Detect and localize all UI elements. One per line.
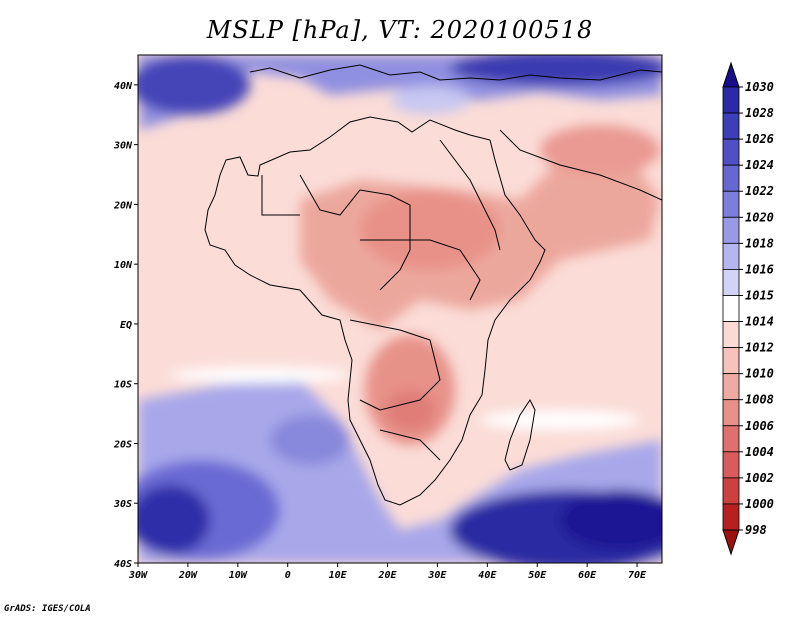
credit-text: GrADS: IGES/COLA: [4, 604, 91, 614]
map-frame: [137, 54, 663, 564]
colorbar-label: 1028: [745, 106, 774, 120]
colorbar-label: 1016: [745, 262, 774, 276]
y-tick-label: 20N: [113, 200, 133, 211]
colorbar-label: 1018: [745, 236, 774, 250]
map-title: MSLP [hPa], VT: 2020100518: [206, 16, 594, 44]
colorbar-label: 1000: [745, 497, 774, 511]
colorbar-swatch: [722, 373, 740, 401]
x-tick-label: 70E: [628, 570, 647, 581]
x-tick-label: 30E: [427, 570, 447, 581]
colorbar-swatch: [722, 295, 740, 322]
y-tick-label: EQ: [120, 320, 132, 331]
y-tick-label: 40N: [114, 81, 133, 92]
y-tick-label: 10S: [114, 380, 132, 391]
x-tick-label: 40E: [478, 570, 497, 581]
colorbar-swatch: [722, 164, 740, 192]
colorbar-label: 1026: [745, 132, 774, 146]
colorbar-top-arrow: [722, 61, 740, 88]
colorbar-swatch: [722, 477, 740, 505]
colorbar-swatch: [722, 112, 740, 140]
colorbar-swatch: [722, 242, 740, 270]
colorbar-swatch: [722, 425, 740, 453]
colorbar-label: 1030: [745, 80, 774, 94]
colorbar-label: 1006: [745, 419, 774, 433]
colorbar-label: 1010: [745, 367, 774, 381]
pressure-field: [138, 55, 662, 563]
colorbar-label: 1004: [745, 445, 774, 459]
x-tick-label: 20W: [178, 570, 198, 581]
colorbar-label: 998: [745, 523, 767, 537]
colorbar-swatch: [722, 138, 740, 166]
colorbar-label: 1015: [745, 288, 774, 302]
y-tick-label: 30N: [113, 141, 133, 152]
colorbar: 1030 1028 1026 1024 1022 1020 1018 1016 1015 1014…: [722, 61, 774, 556]
colorbar-swatch: [722, 399, 740, 427]
colorbar-label: 1024: [745, 158, 774, 172]
colorbar-swatch: [722, 190, 740, 218]
x-tick-label: 60E: [578, 570, 597, 581]
y-tick-label: 10N: [114, 260, 133, 271]
colorbar-swatch: [722, 347, 740, 375]
colorbar-bottom-arrow: [722, 529, 740, 556]
x-axis: 30W 20W 10W 0 10E 20E 30E 40E 50E 60E 70E: [128, 563, 647, 581]
colorbar-swatch: [722, 86, 740, 114]
y-tick-label: 40S: [114, 559, 132, 570]
x-tick-label: 50E: [528, 570, 547, 581]
colorbar-swatch: [722, 216, 740, 244]
colorbar-label: 1022: [745, 184, 774, 198]
y-tick-label: 30S: [113, 499, 132, 510]
x-tick-label: 10E: [329, 570, 348, 581]
colorbar-label: 1014: [745, 315, 774, 329]
x-tick-label: 10W: [229, 570, 248, 581]
colorbar-label: 1020: [745, 210, 774, 224]
x-tick-label: 30W: [128, 570, 148, 581]
colorbar-label: 1012: [745, 341, 774, 355]
colorbar-swatch: [722, 269, 740, 296]
colorbar-swatch: [722, 503, 740, 531]
colorbar-swatch: [722, 451, 740, 479]
colorbar-label: 1008: [745, 393, 774, 407]
x-tick-label: 20E: [377, 570, 397, 581]
y-tick-label: 20S: [113, 439, 132, 450]
y-axis: 40N 30N 20N 10N EQ 10S 20S 30S 40S: [113, 81, 138, 570]
colorbar-swatch: [722, 321, 740, 348]
x-tick-label: 0: [285, 570, 291, 581]
colorbar-label: 1002: [745, 471, 774, 485]
coastline: [204, 64, 662, 506]
